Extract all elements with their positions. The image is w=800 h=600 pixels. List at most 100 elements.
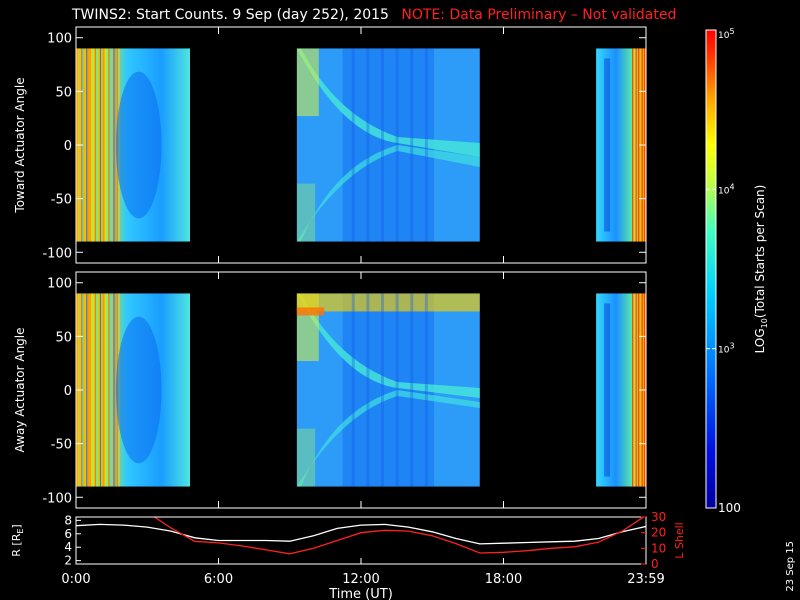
heatmap-stripe [115, 293, 117, 487]
heatmap-stripe [89, 293, 91, 487]
heatmap-stripe [99, 48, 101, 242]
heatmap-stripe [638, 293, 639, 487]
colorbar-gradient [706, 30, 716, 508]
heatmap-stripe [113, 48, 115, 242]
heatmap-top-band [296, 293, 480, 312]
heatmap-stripe [380, 48, 384, 242]
heatmap-stripe [82, 293, 84, 487]
heatmap-stripe [424, 48, 428, 242]
heatmap-edge [296, 428, 316, 487]
heatmap-stripe [94, 293, 96, 487]
left-tick-label: 2 [64, 554, 72, 568]
heatmap-stripe [633, 293, 635, 487]
heatmap-stripe [98, 48, 100, 242]
y-tick-label: -100 [42, 246, 72, 261]
heatmap-stripe [424, 293, 428, 487]
heatmap-stripe [113, 293, 115, 487]
heatmap-stripe [366, 48, 370, 242]
x-tick-label: 18:00 [485, 572, 522, 587]
heatmap-stripe [84, 293, 86, 487]
preliminary-note: NOTE: Data Preliminary – Not validated [401, 7, 677, 23]
heatmap-stripe [111, 293, 113, 487]
heatmap-edge [296, 48, 319, 117]
heatmap-stripe [106, 48, 108, 242]
heatmap-band [296, 390, 480, 487]
heatmap-stripe [84, 48, 86, 242]
heatmap-panel-toward: 100 50 0 -50 -100 Toward Actuator Angle [13, 26, 647, 264]
heatmap-band [296, 145, 480, 242]
left-tick-label: 8 [64, 513, 72, 527]
y-tick-label: -100 [42, 491, 72, 506]
left-tick-label: 6 [64, 527, 72, 541]
heatmap-stripe [632, 293, 633, 487]
colorbar-tick-label: 100 [718, 501, 741, 515]
heatmap-stripe [351, 48, 355, 242]
heatmap-stripe [108, 293, 110, 487]
heatmap-stripe [110, 48, 112, 242]
heatmap-stripe [104, 48, 107, 242]
x-tick-label: 12:00 [342, 572, 379, 587]
heatmap-stripe [395, 48, 399, 242]
x-axis-label: Time (UT) [328, 587, 393, 600]
heatmap-stripe [410, 48, 414, 242]
heatmap-stripe [104, 293, 107, 487]
heatmap-stripe [86, 293, 88, 487]
lshell-series-line [154, 517, 645, 555]
heatmap-stripe [93, 293, 95, 487]
r-series-line [76, 523, 646, 545]
y-axis-label: Toward Actuator Angle [13, 77, 27, 213]
x-tick-label: 0:00 [61, 572, 90, 587]
heatmap-stripe [632, 48, 633, 242]
r-axis-label: R [RE] [10, 524, 25, 556]
heatmap-stripe [99, 293, 101, 487]
y-tick-label: 0 [64, 139, 72, 154]
heatmap-hot [296, 307, 325, 316]
heatmap-stripe [635, 48, 637, 242]
right-tick-label: 0 [651, 557, 659, 571]
heatmap-stripe [101, 293, 103, 487]
heatmap-stripe [82, 48, 84, 242]
heatmap-stripe [87, 293, 90, 487]
heatmap-stripe [96, 48, 98, 242]
heatmap-stripe [96, 293, 98, 487]
colorbar-tick-label: 105 [718, 27, 735, 41]
heatmap-stripe [93, 48, 95, 242]
left-tick-label: 4 [64, 540, 72, 554]
title-text: TWINS2: Start Counts. 9 Sep (day 252), 2… [72, 7, 389, 23]
x-tick-label: 23:59 [627, 572, 664, 587]
heatmap-dip [115, 71, 162, 219]
heatmap-stripe [380, 293, 384, 487]
heatmap-dip [115, 316, 162, 464]
colorbar: 105 104 103 100 LOG10(Total Starts per Scan) [705, 27, 769, 515]
heatmap-stripe [638, 48, 639, 242]
y-tick-label: 0 [64, 384, 72, 399]
heatmap-stripe [634, 48, 636, 242]
right-tick-label: 30 [651, 510, 666, 524]
right-tick-label: 10 [651, 541, 666, 555]
heatmap-panel-away: 100 50 0 -50 -100 Away Actuator Angle [13, 271, 647, 509]
colorbar-frame [705, 29, 717, 509]
heatmap-stripe [110, 293, 112, 487]
heatmap-edge [296, 183, 316, 242]
y-tick-label: 50 [55, 85, 72, 100]
colorbar-label: LOG10(Total Starts per Scan) [753, 185, 769, 354]
heatmap-band [296, 293, 480, 398]
heatmap-stripe [634, 293, 636, 487]
heatmap-stripe [115, 48, 117, 242]
side-date: 23 Sep 15 [785, 541, 796, 592]
y-tick-label: 50 [55, 330, 72, 345]
heatmap-stripe [91, 293, 93, 487]
heatmap-stripe [89, 48, 91, 242]
heatmap-stripe [98, 293, 100, 487]
heatmap-stripe [103, 293, 105, 487]
colorbar-tick-label: 104 [718, 182, 735, 196]
lshell-axis-label: L Shell [673, 522, 686, 558]
y-tick-label: 100 [47, 32, 72, 47]
heatmap-stripe [636, 293, 638, 487]
heatmap-stripe [91, 48, 93, 242]
heatmap-stripe [395, 293, 399, 487]
y-axis-label: Away Actuator Angle [13, 327, 27, 452]
plot-title: TWINS2: Start Counts. 9 Sep (day 252), 2… [72, 7, 676, 23]
heatmap-stripe [86, 48, 88, 242]
